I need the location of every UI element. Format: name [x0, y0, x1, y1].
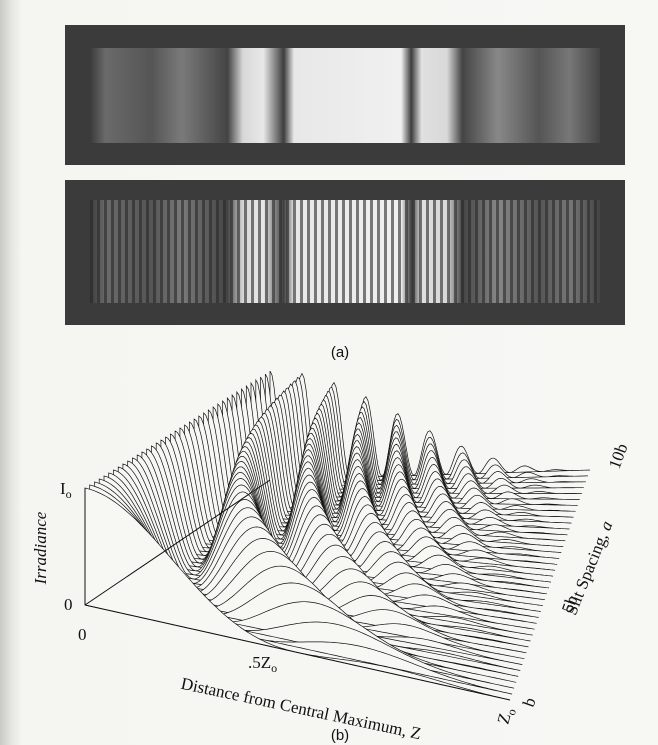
fringe-image: [90, 48, 600, 143]
depth-tick-label: b: [519, 695, 540, 709]
depth-axis-line: [84, 479, 271, 606]
label-main: I: [60, 479, 66, 498]
label-text: Slit Spacing,: [561, 526, 613, 618]
fringe-panel-double: [65, 180, 625, 325]
fringe-curve: [103, 475, 519, 677]
x-mid-label: .5Zo: [248, 653, 277, 675]
y-zero-label: 0: [64, 595, 73, 614]
x-axis: [84, 604, 511, 701]
depth-tick-label: 5b: [558, 593, 582, 615]
y-axis-label: Irradiance: [31, 511, 50, 585]
depth-tick-label: 10b: [605, 441, 632, 471]
caption-a: (a): [331, 344, 349, 361]
label-main: Z: [494, 711, 515, 726]
x-end-label: Zo: [494, 705, 519, 727]
depth-axis-label: Slit Spacing, a: [561, 518, 616, 618]
x-axis-label: Distance from Central Maximum, Z: [179, 674, 423, 744]
label-sub: o: [271, 661, 277, 675]
label-main: .5Z: [248, 653, 271, 672]
fringe-panel-single: [65, 25, 625, 165]
label-sub: o: [504, 707, 519, 716]
fringe-image: [90, 200, 600, 303]
waterfall-plot: [84, 370, 591, 701]
label-sub: o: [66, 487, 72, 501]
caption-b: (b): [331, 727, 349, 744]
y-max-label: Io: [60, 479, 72, 501]
x-zero-label: 0: [78, 625, 87, 644]
